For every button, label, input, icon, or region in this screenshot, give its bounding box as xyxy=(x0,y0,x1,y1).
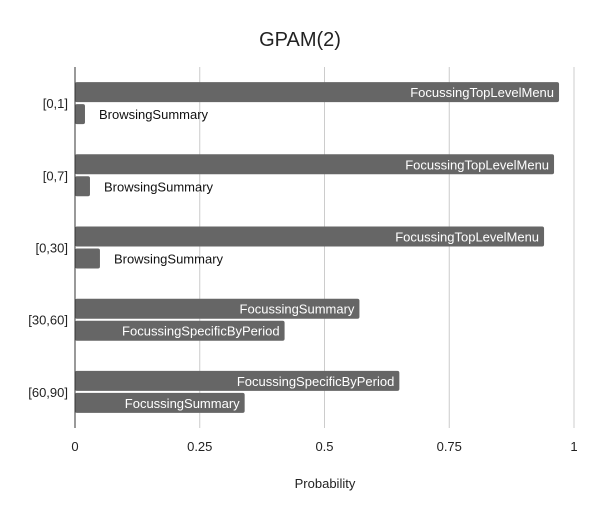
bar xyxy=(75,298,360,319)
chart-title: GPAM(2) xyxy=(259,29,341,51)
x-tick-label: 0.25 xyxy=(187,439,212,454)
bar-label: BrowsingSummary xyxy=(114,252,224,267)
category-label: [0,30] xyxy=(35,241,68,256)
bar-label: FocussingSummary xyxy=(125,396,240,411)
bar xyxy=(75,248,100,269)
bars: FocussingTopLevelMenu BrowsingSummary Focu… xyxy=(75,82,560,413)
x-tick-labels: 0 0.25 0.5 0.75 1 xyxy=(71,439,577,454)
x-tick-label: 1 xyxy=(570,439,577,454)
x-tick-label: 0.5 xyxy=(315,439,333,454)
bar-label: FocussingSpecificByPeriod xyxy=(122,324,280,339)
x-tick-label: 0.75 xyxy=(437,439,462,454)
bar-label: FocussingSummary xyxy=(240,302,355,317)
category-label: [30,60] xyxy=(28,313,68,328)
category-labels: [0,1] [0,7] [0,30] [30,60] [60,90] xyxy=(28,96,68,400)
bar xyxy=(75,320,285,341)
bar xyxy=(75,226,545,247)
bar xyxy=(75,370,400,391)
bar xyxy=(75,104,85,125)
bar xyxy=(75,176,90,197)
bar xyxy=(75,392,245,413)
bar-label: FocussingTopLevelMenu xyxy=(410,85,554,100)
bar-label: BrowsingSummary xyxy=(99,107,209,122)
category-label: [0,1] xyxy=(43,96,68,111)
bar-label: FocussingTopLevelMenu xyxy=(395,230,539,245)
bar-label: FocussingSpecificByPeriod xyxy=(237,374,395,389)
x-tick-label: 0 xyxy=(71,439,78,454)
gridlines xyxy=(199,67,575,428)
bar xyxy=(75,82,560,103)
bar-label: BrowsingSummary xyxy=(104,179,214,194)
bar-label: FocussingTopLevelMenu xyxy=(405,157,549,172)
category-label: [0,7] xyxy=(43,168,68,183)
x-axis-label: Probability xyxy=(295,476,356,491)
bar xyxy=(75,154,555,175)
category-label: [60,90] xyxy=(28,385,68,400)
